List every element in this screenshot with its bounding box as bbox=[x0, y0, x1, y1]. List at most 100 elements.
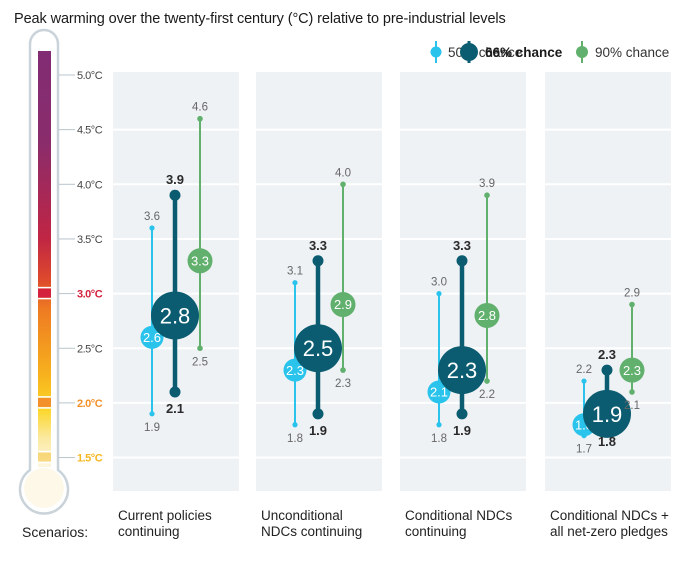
central-bubble bbox=[330, 292, 356, 318]
legend-50-icon bbox=[430, 41, 442, 63]
central-bubble bbox=[151, 291, 199, 340]
central-value-label: 2.8 bbox=[478, 308, 496, 323]
low-value-label: 2.1 bbox=[624, 400, 640, 412]
central-bubble bbox=[583, 389, 631, 438]
low-value-label: 1.7 bbox=[576, 444, 592, 456]
thermometer-bulb bbox=[24, 468, 64, 508]
low-value-label: 1.9 bbox=[144, 422, 160, 434]
range-low-point bbox=[149, 411, 155, 417]
range-high-point bbox=[169, 189, 181, 201]
scenario-label-line: Conditional NDCs + bbox=[550, 508, 669, 523]
high-value-label: 4.0 bbox=[335, 167, 351, 179]
high-value-label: 2.2 bbox=[576, 364, 592, 376]
range-high-point bbox=[436, 291, 442, 297]
y-tick-label: 4.0°C bbox=[77, 179, 103, 191]
low-value-label: 1.8 bbox=[287, 433, 303, 445]
scenario-label-line: NDCs continuing bbox=[261, 524, 363, 539]
high-value-label: 3.9 bbox=[166, 172, 184, 187]
central-value-label: 1.9 bbox=[592, 402, 623, 427]
scenario-label-line: Current policies bbox=[118, 508, 212, 523]
range-high-point bbox=[629, 301, 635, 308]
range-high-point bbox=[456, 255, 468, 267]
high-value-label: 3.6 bbox=[144, 211, 160, 223]
central-bubble bbox=[619, 357, 645, 383]
low-value-label: 1.8 bbox=[431, 433, 447, 445]
y-tick-label: 4.5°C bbox=[77, 125, 103, 137]
scenario-label-line: continuing bbox=[118, 524, 180, 539]
thermometer-marker bbox=[38, 288, 51, 298]
legend-item-66: 66% chance bbox=[459, 41, 562, 63]
central-bubble bbox=[438, 346, 486, 395]
scenario-label: Unconditional NDCs continuing bbox=[261, 508, 401, 540]
range-low-point bbox=[169, 386, 181, 398]
scenario-label-line: Conditional NDCs bbox=[405, 508, 513, 523]
range-low-point bbox=[484, 378, 490, 384]
high-value-label: 3.1 bbox=[287, 266, 303, 278]
high-value-label: 3.0 bbox=[431, 277, 447, 289]
high-value-label: 3.3 bbox=[309, 238, 327, 253]
central-bubble bbox=[474, 302, 500, 328]
y-tick-label: 1.5°C bbox=[77, 453, 103, 465]
scenario-label-line: continuing bbox=[405, 524, 467, 539]
low-value-label: 2.2 bbox=[479, 389, 495, 401]
y-tick-label: 3.0°C bbox=[77, 289, 103, 301]
central-value-label: 2.5 bbox=[303, 336, 334, 361]
scenario-label: Current policies continuing bbox=[118, 508, 258, 540]
thermometer-marker bbox=[38, 397, 51, 407]
central-value-label: 2.3 bbox=[623, 363, 641, 378]
range-high-point bbox=[340, 181, 346, 188]
low-value-label: 1.9 bbox=[453, 423, 471, 438]
high-value-label: 3.9 bbox=[479, 178, 495, 190]
range-low-point bbox=[629, 389, 635, 395]
y-tick-label: 2.5°C bbox=[77, 343, 103, 355]
legend-label: 90% chance bbox=[595, 44, 670, 60]
range-low-point bbox=[340, 367, 346, 373]
range-low-point bbox=[456, 408, 468, 420]
data-marks: 2.6 3.6 1.9 2.3 3.1 1.8 2.1 3.0 1.8 1.8 2.2 1.7 2.8 3… bbox=[140, 102, 645, 456]
range-low-point bbox=[292, 422, 298, 428]
low-value-label: 2.5 bbox=[192, 356, 208, 368]
y-tick-label: 3.5°C bbox=[77, 234, 103, 246]
central-value-label: 3.3 bbox=[191, 253, 209, 268]
central-value-label: 2.9 bbox=[334, 297, 352, 312]
low-value-label: 1.8 bbox=[598, 434, 616, 449]
scenario-label-line: Unconditional bbox=[261, 508, 343, 523]
chart-title: Peak warming over the twenty-first centu… bbox=[14, 11, 506, 27]
thermometer bbox=[18, 28, 70, 515]
scenario-label: Conditional NDCs + all net-zero pledges bbox=[550, 508, 690, 540]
range-high-point bbox=[292, 280, 298, 286]
range-low-point bbox=[436, 422, 442, 428]
high-value-label: 3.3 bbox=[453, 238, 471, 253]
y-axis: 5.0°C 4.5°C 4.0°C 3.5°C 3.0°C 2.5°C 2.0°C 1.5°C bbox=[59, 70, 103, 465]
y-tick-label: 5.0°C bbox=[77, 70, 103, 82]
high-value-label: 4.6 bbox=[192, 102, 208, 114]
low-value-label: 2.3 bbox=[335, 378, 351, 390]
high-value-label: 2.9 bbox=[624, 288, 640, 300]
range-high-point bbox=[312, 255, 324, 267]
low-value-label: 1.9 bbox=[309, 423, 327, 438]
central-value-label: 2.3 bbox=[447, 358, 478, 383]
low-value-label: 2.1 bbox=[166, 401, 184, 416]
y-tick-label: 2.0°C bbox=[77, 398, 103, 410]
range-high-point bbox=[581, 378, 587, 384]
scenario-label: Conditional NDCs continuing bbox=[405, 508, 545, 540]
high-value-label: 2.3 bbox=[598, 347, 616, 362]
central-value-label: 2.1 bbox=[430, 385, 448, 400]
legend-90-icon bbox=[576, 41, 588, 63]
legend-label: 66% chance bbox=[485, 44, 563, 60]
range-high-point bbox=[149, 225, 155, 231]
range-high-point bbox=[601, 364, 613, 376]
central-value-label: 2.6 bbox=[143, 330, 161, 345]
scenarios-label: Scenarios: bbox=[22, 524, 89, 540]
range-high-point bbox=[197, 115, 203, 122]
central-value-label: 2.8 bbox=[160, 303, 191, 328]
legend-66-icon bbox=[460, 41, 478, 63]
scenario-label-line: all net-zero pledges bbox=[550, 524, 668, 539]
range-low-point bbox=[312, 408, 324, 420]
legend: 50% chance 66% chance 90% chance bbox=[0, 41, 700, 63]
central-value-label: 2.3 bbox=[286, 363, 304, 378]
thermometer-fill bbox=[38, 51, 51, 467]
range-high-point bbox=[484, 192, 490, 199]
central-bubble bbox=[187, 248, 213, 274]
